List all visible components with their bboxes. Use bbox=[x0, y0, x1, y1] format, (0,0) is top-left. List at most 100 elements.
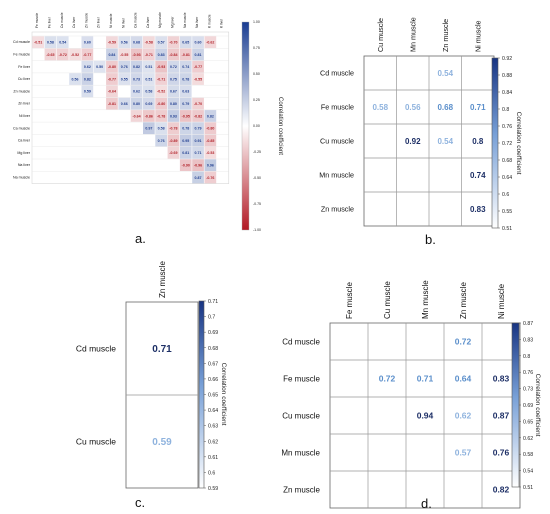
panel-a-colorbar-tick: -1.00 bbox=[253, 228, 261, 232]
panel-a-cell bbox=[179, 147, 192, 159]
panel-a-cell bbox=[167, 147, 180, 159]
panel-a-row-label: Cu liver bbox=[18, 77, 31, 81]
panel-a-cell-value: -0.72 bbox=[59, 53, 67, 57]
panel-d-cell-value: 0.87 bbox=[493, 410, 510, 420]
panel-a-cell-value: 0.81 bbox=[182, 151, 189, 155]
panel-a-cell-value: -0.89 bbox=[169, 139, 177, 143]
panel-a-colorbar bbox=[241, 21, 250, 231]
panel-a-cell bbox=[81, 85, 94, 98]
panel-a-colorbar-tick: 1.00 bbox=[253, 20, 260, 24]
panel-c-colorbar-tick: 0.64 bbox=[208, 408, 218, 414]
panel-d-plot-area bbox=[329, 322, 521, 509]
panel-a-cell bbox=[204, 36, 217, 48]
panel-b-colorbar-tick: 0.92 bbox=[502, 56, 512, 62]
panel-a-column-label: Zn liver bbox=[97, 16, 101, 28]
panel-b-row-label: Mn muscle bbox=[319, 171, 354, 180]
panel-a-cell bbox=[69, 48, 81, 61]
panel-a-cell bbox=[204, 110, 217, 122]
panel-c-colorbar-title: Correlation coefficient bbox=[220, 363, 227, 426]
panel-c-row-label: Cu muscle bbox=[76, 436, 116, 446]
panel-a-cell bbox=[44, 36, 57, 48]
panel-a-cell-value: 0.73 bbox=[133, 77, 140, 81]
panel-a-cell-value: -0.78 bbox=[157, 114, 165, 118]
panel-b-colorbar-tick: 0.8 bbox=[502, 107, 509, 113]
panel-a-cell-value: -0.51 bbox=[34, 40, 42, 44]
panel-a-cell-value: -0.52 bbox=[157, 90, 165, 94]
panel-a-colorbar-tick: 0.75 bbox=[253, 46, 260, 50]
panel-a-cell bbox=[130, 73, 143, 85]
panel-a-cell-value: -0.64 bbox=[108, 90, 116, 94]
panel-a-cell-value: -0.55 bbox=[194, 77, 202, 81]
panel-a-cell bbox=[179, 73, 192, 85]
panel-a-cell-value: 0.57 bbox=[158, 40, 165, 44]
panel-a-cell bbox=[155, 48, 167, 61]
panel-a-cell bbox=[155, 73, 167, 85]
panel-a-cell-value: 0.74 bbox=[182, 65, 189, 69]
panel-a-cell-value: -0.78 bbox=[169, 127, 177, 131]
panel-a-cell bbox=[192, 122, 204, 135]
panel-b-colorbar-title: Correlation coefficient bbox=[515, 112, 522, 175]
panel-a-cell bbox=[155, 36, 167, 48]
panel-a-cell bbox=[192, 60, 204, 73]
panel-b-row-label: Zn muscle bbox=[321, 205, 354, 214]
panel-a-row-label: Fe muscle bbox=[13, 52, 30, 56]
panel-a-cell-value: 0.58 bbox=[158, 127, 165, 131]
panel-a-cell-value: -0.85 bbox=[206, 139, 214, 143]
panel-a-cell bbox=[155, 122, 167, 135]
panel-a-cell-value: -0.52 bbox=[71, 53, 79, 57]
panel-a-cell bbox=[167, 60, 180, 73]
panel-b-colorbar-tick: 0.68 bbox=[502, 158, 512, 164]
panel-d-row-label: Cd muscle bbox=[282, 337, 320, 346]
panel-a-cell-value: -0.69 bbox=[169, 151, 177, 155]
panel-b-colorbar-tick: 0.51 bbox=[502, 226, 512, 232]
panel-a-column-label: Mg muscle bbox=[158, 12, 162, 28]
panel-a-row-label: Na liver bbox=[18, 163, 31, 167]
panel-a-cell bbox=[204, 122, 217, 135]
panel-a-cell bbox=[155, 60, 167, 73]
panel-a-cell bbox=[143, 122, 155, 135]
panel-a-cell-value: -0.93 bbox=[157, 65, 165, 69]
panel-b-colorbar-tick: 0.76 bbox=[502, 124, 512, 130]
panel-a-cell-value: -0.71 bbox=[145, 53, 153, 57]
panel-a-cell-value: 0.76 bbox=[121, 65, 128, 69]
panel-a-cell-value: -0.62 bbox=[206, 40, 214, 44]
panel-a-cell bbox=[130, 60, 143, 73]
panel-a-cell-value: -0.80 bbox=[157, 102, 165, 106]
panel-a-row-label: Fe liver bbox=[18, 65, 31, 69]
panel-a-cell-value: -0.70 bbox=[194, 102, 202, 106]
panel-a-column-label: Ca liver bbox=[146, 16, 150, 28]
panel-a-cell-value: 0.80 bbox=[170, 102, 177, 106]
panel-a-row-label: Ca liver bbox=[18, 139, 31, 143]
panel-a-cell-value: 0.75 bbox=[170, 77, 177, 81]
panel-a-cell bbox=[44, 48, 57, 61]
panel-d-cell-value: 0.64 bbox=[455, 373, 472, 383]
panel-b-cell-value: 0.92 bbox=[405, 137, 421, 146]
panel-a-cell-value: -0.90 bbox=[182, 163, 190, 167]
panel-a-cell-value: -0.96 bbox=[194, 163, 202, 167]
panel-b-cell-value: 0.8 bbox=[472, 137, 484, 146]
panel-a-colorbar-title: Correlation coefficient bbox=[277, 97, 283, 155]
panel-b-cell-value: 0.68 bbox=[437, 103, 453, 112]
panel-a-cell bbox=[32, 36, 44, 48]
panel-a-cell bbox=[155, 97, 167, 110]
panel-a-cell bbox=[192, 110, 204, 122]
panel-a-cell bbox=[155, 85, 167, 98]
panel-a-cell bbox=[155, 134, 167, 147]
panel-a-column-label: Ni liver bbox=[121, 17, 125, 28]
panel-a-cell bbox=[106, 48, 118, 61]
panel-d-colorbar-tick: 0.83 bbox=[523, 337, 533, 343]
panel-a-cell bbox=[118, 60, 131, 73]
panel-d-cell-value: 0.94 bbox=[417, 410, 434, 420]
panel-d-row-label: Fe muscle bbox=[283, 374, 320, 383]
panel-b-colorbar-tick: 0.64 bbox=[502, 175, 512, 181]
panel-a-colorbar-tick: 0.50 bbox=[253, 72, 260, 76]
panel-a-cell bbox=[179, 110, 192, 122]
panel-b-row-label: Fe muscle bbox=[321, 103, 354, 112]
panel-d-colorbar-tick: 0.58 bbox=[523, 452, 533, 458]
panel-b-column-label: Mn muscle bbox=[408, 17, 417, 52]
panel-b-cell-value: 0.54 bbox=[437, 137, 453, 146]
panel-c-label: c. bbox=[135, 495, 145, 510]
panel-a-cell bbox=[81, 73, 94, 85]
panel-a-cell bbox=[192, 36, 204, 48]
